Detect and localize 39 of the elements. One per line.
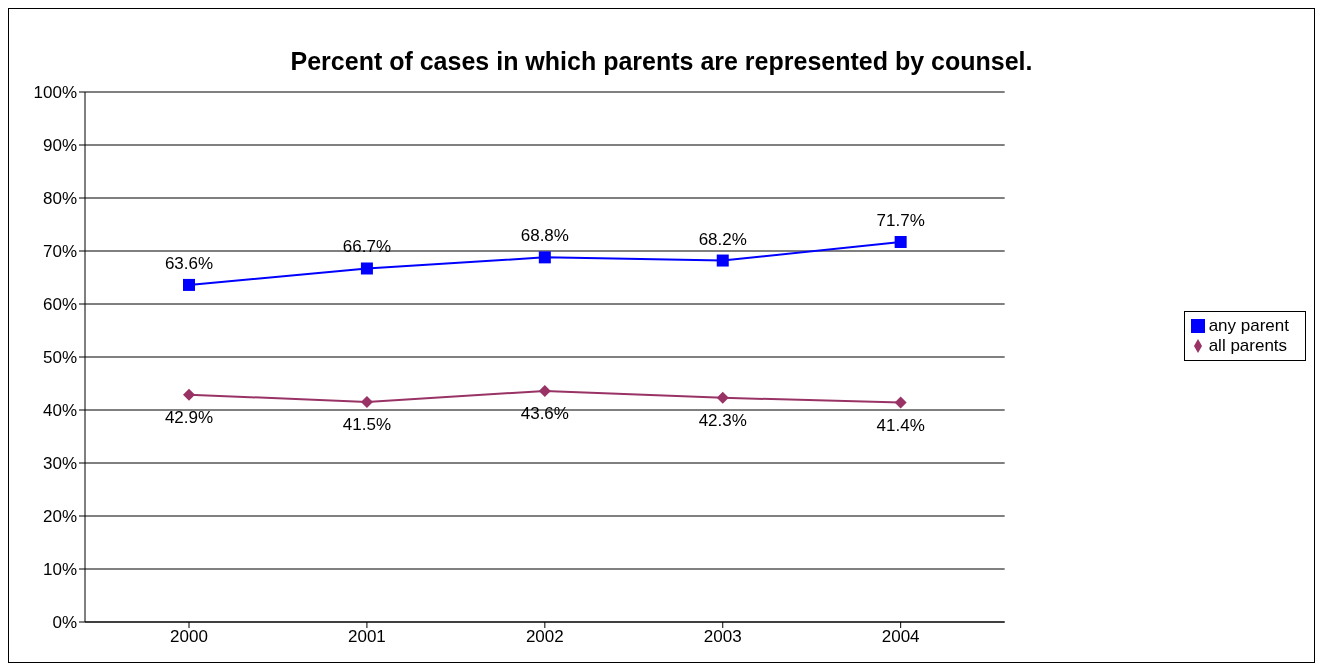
data-label: 68.8% [520,226,569,246]
point [716,254,729,267]
y-tick-label: 100% [33,83,77,103]
legend-label: any parent [1208,315,1289,335]
chart-title: Percent of cases in which parents are represented by counsel. [289,47,1034,76]
data-label: 68.2% [698,229,747,249]
point [894,396,907,409]
data-label: 71.7% [876,210,925,230]
y-tick-label: 40% [42,401,77,421]
point [716,391,729,404]
x-tick-label: 2003 [703,627,742,647]
data-label: 63.6% [164,253,214,273]
point [538,251,551,264]
data-label: 41.4% [876,415,925,435]
data-label: 66.7% [342,237,392,257]
point [360,262,373,275]
y-tick-label: 50% [42,348,77,368]
y-tick-label: 30% [42,454,77,474]
x-tick-label: 2001 [348,627,386,647]
y-tick-label: 70% [42,242,77,262]
x-tick-label: 2002 [525,627,564,647]
y-tick-label: 60% [42,295,77,315]
y-tick-label: 10% [42,560,77,580]
y-tick-label: 80% [42,189,77,209]
y-tick-label: 90% [42,136,77,156]
x-tick-label: 2004 [881,627,920,647]
point [538,384,551,397]
data-label: 41.5% [342,415,392,435]
data-label: 42.9% [164,407,214,427]
data-label: 42.3% [698,410,747,430]
point [360,396,373,409]
point [183,278,195,291]
y-tick-label: 20% [42,507,77,527]
y-tick-label: 0% [52,613,77,633]
data-label: 43.6% [520,403,569,423]
x-tick-label: 2000 [170,627,208,647]
point [183,388,195,401]
legend-label: all parents [1208,335,1288,355]
point [894,235,907,248]
